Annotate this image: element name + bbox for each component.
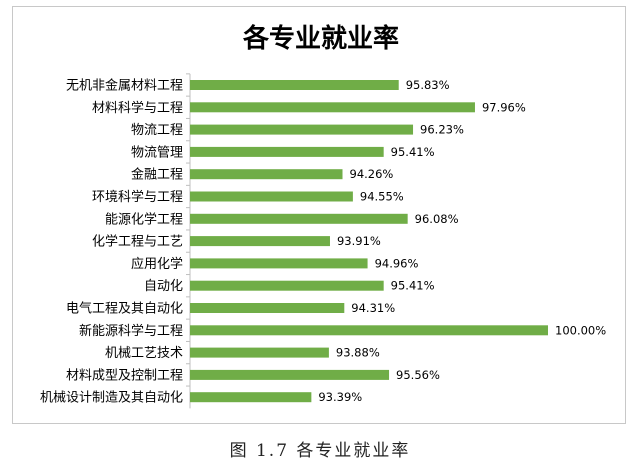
category-label: 金融工程 (131, 167, 183, 183)
category-label: 物流管理 (131, 145, 183, 160)
value-label: 93.91% (337, 234, 381, 248)
value-label: 95.56% (396, 368, 440, 382)
category-label: 材料科学与工程 (92, 100, 183, 116)
bar (190, 369, 390, 380)
bar (190, 124, 414, 135)
value-label: 95.41% (391, 279, 435, 293)
value-label: 94.31% (351, 301, 395, 315)
bar (190, 392, 312, 403)
category-label: 电气工程及其自动化 (66, 301, 183, 317)
value-label: 93.88% (336, 346, 380, 360)
value-label: 96.23% (420, 123, 464, 137)
category-label: 物流工程 (131, 123, 183, 138)
value-label: 94.26% (350, 167, 394, 181)
value-label: 95.83% (406, 78, 450, 92)
bar (190, 303, 345, 313)
bar (190, 191, 353, 202)
bar (190, 236, 330, 247)
category-label: 环境科学与工程 (92, 189, 183, 205)
category-label: 机械设计制造及其自动化 (40, 391, 183, 406)
bar (190, 213, 408, 224)
bar (190, 258, 368, 269)
chart-title: 各专业就业率 (242, 23, 399, 54)
category-label: 无机非金属材料工程 (66, 78, 183, 94)
category-label: 化学工程与工艺 (92, 234, 183, 250)
category-label: 机械工艺技术 (105, 346, 183, 361)
value-label: 94.96% (375, 256, 419, 270)
category-label: 能源化学工程 (105, 211, 183, 227)
bar (190, 102, 475, 113)
value-label: 100.00% (555, 323, 606, 337)
bar-chart: 各专业就业率 无机非金属材料工程 95.83% 材料科学与工程 97.96% 物流工程 9… (40, 23, 606, 409)
value-label: 97.96% (482, 100, 526, 114)
bar (190, 146, 384, 157)
chart-frame: 各专业就业率 无机非金属材料工程 95.83% 材料科学与工程 97.96% 物流工程 9… (12, 6, 626, 424)
category-label: 自动化 (144, 279, 183, 294)
bar (190, 325, 548, 336)
category-label: 新能源科学与工程 (79, 323, 183, 339)
bar (190, 80, 399, 90)
value-label: 94.55% (360, 190, 404, 204)
bar (190, 169, 343, 180)
category-label: 应用化学 (131, 256, 183, 272)
value-label: 96.08% (415, 212, 459, 226)
figure-caption: 图 1.7 各专业就业率 (229, 441, 411, 461)
bar (190, 280, 384, 291)
bar (190, 347, 329, 358)
value-label: 95.41% (391, 145, 435, 159)
category-label: 材料成型及控制工程 (66, 368, 183, 383)
value-label: 93.39% (318, 390, 362, 404)
